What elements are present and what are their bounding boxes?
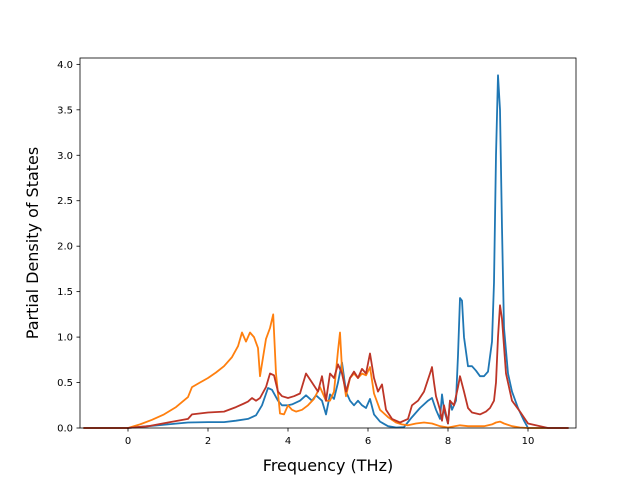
x-axis: 0 2 4 6 8 10 xyxy=(125,428,535,447)
y-tick-label: 1.0 xyxy=(57,333,73,344)
y-tick-label: 0.5 xyxy=(57,378,73,389)
x-tick-label: 10 xyxy=(522,436,535,447)
x-tick-label: 2 xyxy=(205,436,211,447)
x-tick-label: 6 xyxy=(365,436,371,447)
y-tick-label: 1.5 xyxy=(57,287,73,298)
y-tick-label: 0.0 xyxy=(57,424,73,435)
x-tick-label: 4 xyxy=(285,436,291,447)
y-axis: 0.0 0.5 1.0 1.5 2.0 2.5 3.0 3.5 4.0 xyxy=(57,60,80,435)
x-tick-label: 8 xyxy=(445,436,451,447)
series-line-3 xyxy=(83,304,569,429)
x-axis-label: Frequency (THz) xyxy=(263,456,393,475)
y-axis-label: Partial Density of States xyxy=(23,147,42,339)
y-tick-label: 4.0 xyxy=(57,60,73,71)
y-tick-label: 3.0 xyxy=(57,151,73,162)
series-line-2 xyxy=(83,313,569,429)
y-tick-label: 2.0 xyxy=(57,242,73,253)
plot-frame xyxy=(79,57,577,429)
y-tick-label: 2.5 xyxy=(57,196,73,207)
y-tick-label: 3.5 xyxy=(57,105,73,116)
series-line-1 xyxy=(83,74,569,429)
x-tick-label: 0 xyxy=(125,436,131,447)
series-layer xyxy=(83,74,569,429)
